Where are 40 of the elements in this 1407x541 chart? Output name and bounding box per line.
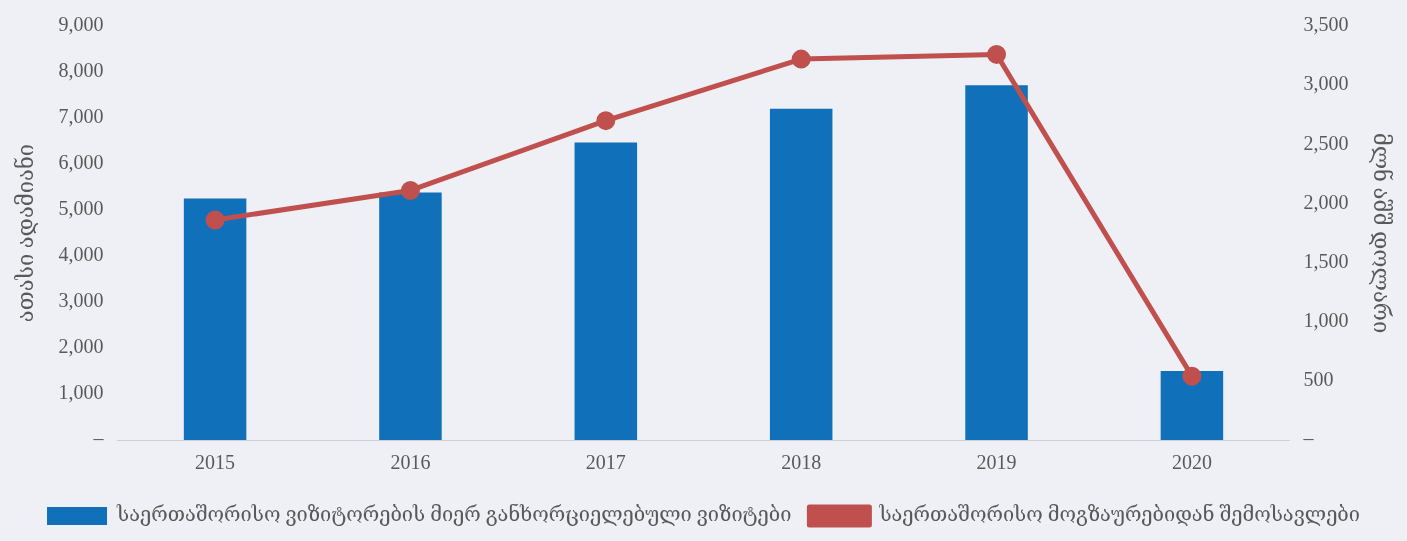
point (400, 180, 420, 200)
point (791, 49, 811, 69)
y-tick-label: 7,000 (58, 105, 104, 128)
point (596, 111, 616, 131)
y2-tick-label: 3,000 (1303, 72, 1349, 95)
y-tick-label: 1,000 (58, 381, 104, 404)
y-tick-label: – (92, 427, 105, 450)
y-tick-label: 3,000 (58, 289, 104, 312)
bar (379, 192, 442, 440)
legend-label: საერთაშორისო ვიზიტორების მიერ განხორციელებული ვიზიტები (116, 503, 792, 527)
y2-tick-label: 500 (1303, 368, 1334, 391)
legend-label: საერთაშორისო მოგზაურებიდან შემოსავლები (878, 503, 1360, 527)
point (205, 210, 225, 230)
y2-axis-title: მლნ აშშ დოლარი (1369, 132, 1395, 334)
y-tick-label: 6,000 (58, 151, 104, 174)
x-tick-label: 2018 (781, 451, 822, 474)
y-tick-label: 8,000 (58, 59, 104, 82)
y2-tick-label: – (1302, 427, 1315, 450)
bar (769, 108, 833, 440)
y-axis-title: ათასი ადამიანი (12, 143, 38, 323)
y2-tick-label: 1,000 (1303, 308, 1349, 331)
y-tick-label: 5,000 (58, 197, 104, 220)
x-tick-label: 2016 (390, 451, 431, 474)
x-tick-label: 2017 (585, 451, 626, 474)
bar (965, 85, 1028, 440)
y2-tick-label: 3,500 (1303, 13, 1349, 36)
y2-tick-label: 2,000 (1303, 190, 1349, 213)
x-tick-label: 2019 (976, 451, 1017, 474)
point (1182, 366, 1202, 386)
x-tick-label: 2020 (1171, 451, 1212, 474)
y-tick-label: 4,000 (58, 243, 104, 266)
y-tick-label: 2,000 (58, 335, 104, 358)
bar (183, 198, 247, 440)
x-tick-label: 2015 (195, 451, 236, 474)
y2-tick-label: 1,500 (1303, 249, 1349, 272)
bar (1160, 371, 1224, 440)
point (987, 44, 1007, 64)
bar (574, 142, 638, 440)
y2-tick-label: 2,500 (1303, 131, 1349, 154)
y-tick-label: 9,000 (58, 13, 104, 36)
